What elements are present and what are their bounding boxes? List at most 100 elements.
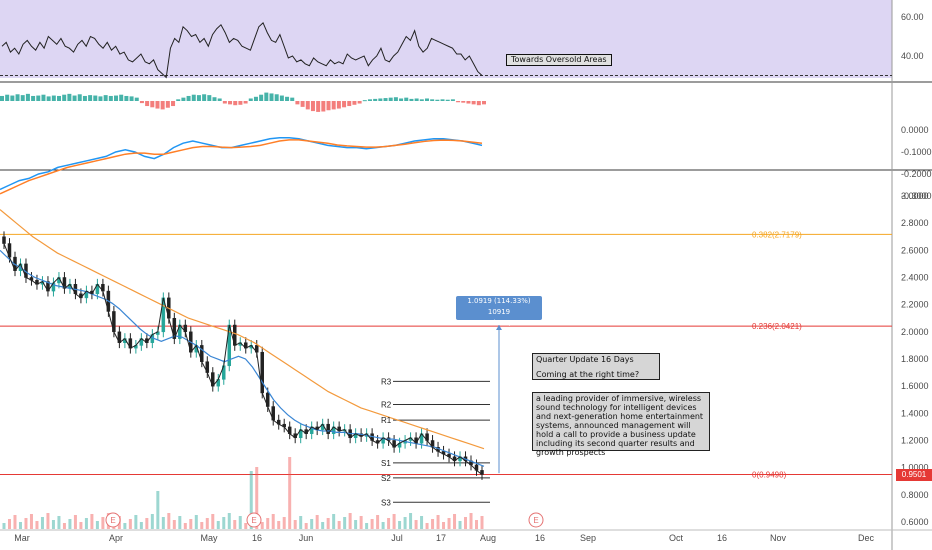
rsi-tick-label: 60.00: [901, 12, 924, 22]
volume-bar: [150, 514, 154, 529]
volume-bar: [392, 514, 396, 529]
volume-bar: [403, 517, 407, 529]
volume-bar: [13, 515, 17, 529]
measure-label[interactable]: 1.0919 (114.33%) 10919 0 bars,: [456, 296, 542, 327]
volume-bar: [398, 521, 402, 529]
macd-histogram-bar: [57, 95, 62, 101]
sma-short-line: [0, 249, 485, 467]
volume-bar: [79, 522, 83, 529]
macd-histogram-bar: [461, 101, 466, 103]
note-description: a leading provider of immersive, wireles…: [536, 394, 704, 457]
volume-bar: [326, 518, 330, 529]
macd-tick-label: 0.0000: [901, 125, 929, 135]
volume-bar: [359, 516, 363, 529]
macd-histogram-bar: [119, 94, 124, 101]
macd-histogram-bar: [36, 95, 41, 101]
macd-histogram-bar: [248, 98, 253, 101]
volume-bar: [414, 520, 418, 529]
macd-histogram-bar: [336, 101, 341, 109]
macd-histogram-bar: [471, 101, 476, 105]
volume-bar: [40, 517, 44, 529]
macd-histogram-bar: [233, 101, 238, 106]
macd-histogram-bar: [5, 94, 10, 101]
volume-bar: [46, 513, 50, 529]
y-tick-label: 1.8000: [901, 354, 929, 364]
signal-line: [0, 139, 483, 195]
rsi-panel-bg: [0, 0, 892, 78]
measure-line2: 0 bars,: [486, 319, 512, 327]
note-question: Coming at the right time?: [536, 370, 640, 379]
x-tick-label: 16: [717, 533, 727, 543]
volume-bar: [354, 520, 358, 529]
volume-bar: [90, 514, 94, 529]
macd-histogram-bar: [290, 97, 295, 101]
macd-histogram-bar: [259, 94, 264, 101]
macd-histogram-bar: [316, 101, 321, 112]
volume-bar: [167, 513, 171, 529]
y-tick-label: 2.4000: [901, 272, 929, 282]
volume-bar: [139, 522, 143, 529]
macd-histogram-bar: [326, 101, 331, 111]
rsi-tick-label: 40.00: [901, 51, 924, 61]
macd-histogram-bar: [450, 99, 455, 101]
volume-bar: [337, 521, 341, 529]
volume-bar: [84, 518, 88, 529]
macd-histogram-bar: [196, 95, 201, 101]
volume-bar: [365, 523, 369, 529]
macd-histogram-bar: [482, 101, 486, 105]
volume-bar: [260, 522, 264, 529]
volume-bar: [128, 519, 132, 529]
sma-long-line: [0, 209, 485, 450]
rsi-line: [1, 22, 483, 79]
volume-bar: [68, 519, 72, 529]
macd-histogram-bar: [362, 100, 367, 102]
volume-bar: [310, 519, 314, 529]
x-tick-label: Nov: [770, 533, 787, 543]
volume-bar: [233, 520, 237, 529]
y-tick-label: 2.6000: [901, 245, 929, 255]
volume-bar: [420, 516, 424, 529]
volume-bar: [480, 516, 484, 529]
macd-histogram-bar: [217, 98, 222, 101]
volume-bar: [431, 519, 435, 529]
volume-bar: [2, 523, 6, 529]
volume-bar: [271, 514, 275, 529]
pivot-label: R3: [381, 377, 392, 386]
rsi-annotation[interactable]: Towards Oversold Areas: [506, 54, 612, 66]
macd-histogram-bar: [456, 101, 461, 103]
macd-histogram-bar: [93, 95, 98, 101]
macd-histogram-bar: [46, 96, 51, 101]
x-tick-label: Dec: [858, 533, 875, 543]
pivot-label: S2: [381, 474, 391, 483]
y-tick-label: 1.4000: [901, 408, 929, 418]
volume-bar: [222, 517, 226, 529]
volume-bar: [134, 515, 138, 529]
macd-histogram-bar: [253, 96, 258, 101]
y-tick-label: 1.0000: [901, 463, 929, 473]
description-note[interactable]: a leading provider of immersive, wireles…: [532, 392, 710, 457]
pivot-label: S1: [381, 459, 391, 468]
macd-histogram-bar: [77, 94, 82, 101]
macd-histogram-bar: [285, 96, 290, 101]
volume-bar: [57, 516, 61, 529]
macd-histogram-bar: [202, 94, 207, 101]
macd-histogram-bar: [399, 98, 404, 101]
macd-histogram-bar: [342, 101, 347, 108]
fib-level-label: 0.236(2.0421): [752, 322, 802, 331]
volume-bar: [145, 518, 149, 529]
macd-histogram-bar: [98, 96, 103, 101]
macd-histogram-bar: [41, 94, 46, 101]
macd-histogram-bar: [274, 94, 279, 101]
y-tick-label: 0.6000: [901, 517, 929, 527]
volume-bar: [442, 522, 446, 529]
volume-bar: [123, 523, 127, 529]
earnings-marker: [105, 512, 121, 528]
macd-histogram-bar: [373, 98, 378, 101]
volume-bar: [266, 518, 270, 529]
quarter-update-note[interactable]: Quarter Update 16 Days Coming at the rig…: [532, 353, 660, 380]
macd-histogram-bar: [388, 97, 393, 101]
macd-histogram-bar: [347, 101, 352, 107]
volume-bar: [376, 515, 380, 529]
macd-histogram-bar: [51, 95, 56, 101]
volume-bar: [73, 515, 77, 529]
